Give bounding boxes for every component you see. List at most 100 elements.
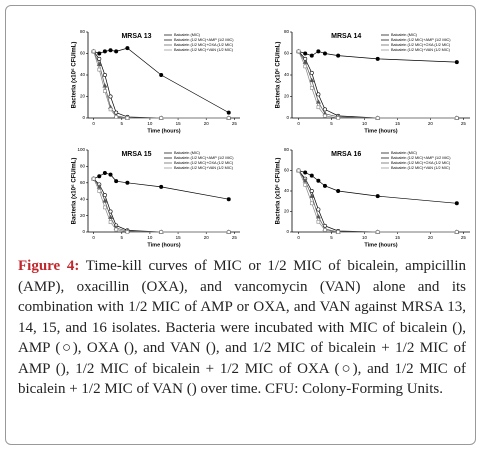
legend-label: Baicalein (1/2 MIC)+OXA (1/2 MIC) (391, 161, 451, 165)
legend-label: Baicalein (1/2 MIC)+VAN (1/2 MIC) (174, 166, 234, 170)
point (323, 114, 327, 118)
legend-label: Baicalein (1/2 MIC)+AMP (1/2 MIC) (391, 156, 451, 160)
point (455, 230, 459, 234)
y-tick-label: 40 (284, 72, 290, 77)
x-tick-label: 0 (297, 235, 300, 240)
y-tick-label: 60 (80, 180, 86, 185)
legend-label: Baicalein (1/2 MIC)+AMP (1/2 MIC) (174, 156, 234, 160)
y-tick-label: 60 (284, 168, 290, 173)
point (102, 198, 108, 203)
x-tick-label: 25 (461, 121, 467, 126)
point (97, 51, 102, 56)
figure-frame (5, 5, 476, 445)
x-axis-label: Time (hours) (364, 128, 397, 134)
legend-label: Baicalein (1/2 MIC)+VAN (1/2 MIC) (174, 48, 234, 52)
point (125, 46, 130, 51)
point (323, 228, 327, 232)
point (97, 67, 102, 72)
x-tick-label: 20 (428, 121, 434, 126)
y-tick-label: 60 (80, 51, 86, 56)
point (108, 214, 114, 220)
point (336, 230, 340, 234)
x-tick-label: 15 (176, 121, 182, 126)
point (375, 194, 380, 199)
point (322, 183, 327, 188)
point (303, 170, 308, 175)
legend-label: Baicalein (1/2 MIC)+AMP (1/2 MIC) (174, 38, 234, 42)
point (159, 73, 164, 78)
y-tick-label: 20 (284, 209, 290, 214)
y-tick-label: 20 (80, 94, 86, 99)
point (108, 107, 113, 112)
point (91, 176, 96, 181)
point (309, 173, 314, 178)
series-line (298, 170, 457, 233)
caption: Figure 4: Time-kill curves of MIC or 1/2… (18, 256, 466, 400)
point (316, 178, 321, 183)
series-line (93, 51, 229, 119)
point (108, 209, 113, 214)
x-tick-label: 5 (330, 235, 333, 240)
legend-label: Baicalein (1/2 MIC)+VAN (1/2 MIC) (391, 48, 451, 52)
y-tick-label: 40 (80, 72, 86, 77)
x-tick-label: 10 (362, 235, 368, 240)
y-tick-label: 0 (286, 115, 289, 120)
point (114, 49, 119, 54)
point (125, 116, 130, 120)
point (454, 201, 459, 206)
y-axis-label: Bacteria (x10⁶ CFU/mL) (276, 42, 282, 109)
point (336, 189, 341, 194)
chart-title: MRSA 14 (331, 33, 361, 40)
point (103, 205, 107, 210)
y-axis-label: Bacteria (x10⁶ CFU/mL) (72, 42, 78, 109)
point (102, 193, 107, 198)
point (296, 49, 301, 54)
point (302, 178, 308, 183)
x-axis-label: Time (hours) (147, 242, 180, 248)
point (316, 92, 321, 97)
y-axis-label: Bacteria (x10⁶ CFU/mL) (276, 158, 282, 225)
caption-label: Figure 4: (18, 258, 80, 274)
x-tick-label: 25 (232, 235, 238, 240)
point (97, 56, 102, 61)
x-tick-label: 5 (330, 121, 333, 126)
point (108, 94, 113, 99)
y-tick-label: 20 (284, 94, 290, 99)
point (159, 184, 164, 189)
y-tick-label: 0 (286, 229, 289, 234)
x-tick-label: 0 (92, 121, 95, 126)
point (108, 220, 113, 224)
x-tick-label: 5 (121, 235, 124, 240)
point (375, 56, 380, 61)
point (316, 105, 321, 110)
point (102, 73, 107, 78)
y-tick-label: 40 (80, 196, 86, 201)
point (309, 86, 314, 90)
point (102, 49, 107, 54)
y-tick-label: 0 (82, 115, 85, 120)
figure-charts: 0 20 40 60 80 0 5 10 15 20 25 Time (hours) Bacteria … (72, 29, 470, 248)
point (108, 172, 113, 177)
point (159, 230, 163, 234)
legend-label: Baicalein (MIC) (174, 151, 201, 155)
series-line (93, 51, 229, 119)
y-tick-label: 100 (77, 147, 85, 152)
x-tick-label: 25 (461, 235, 467, 240)
point (226, 230, 231, 234)
point (309, 70, 314, 75)
point (322, 51, 327, 56)
point (316, 49, 321, 54)
y-tick-label: 80 (284, 29, 290, 34)
chart-title: MRSA 16 (331, 151, 361, 158)
y-axis-label: Bacteria (x10⁶ CFU/mL) (72, 158, 78, 225)
legend-label: Baicalein (MIC) (391, 33, 418, 37)
x-tick-label: 10 (147, 235, 153, 240)
x-tick-label: 5 (121, 121, 124, 126)
point (302, 59, 308, 64)
point (125, 180, 130, 185)
point (336, 116, 340, 120)
legend-label: Baicalein (1/2 MIC)+OXA (1/2 MIC) (174, 43, 234, 47)
point (309, 189, 314, 194)
point (315, 99, 321, 104)
